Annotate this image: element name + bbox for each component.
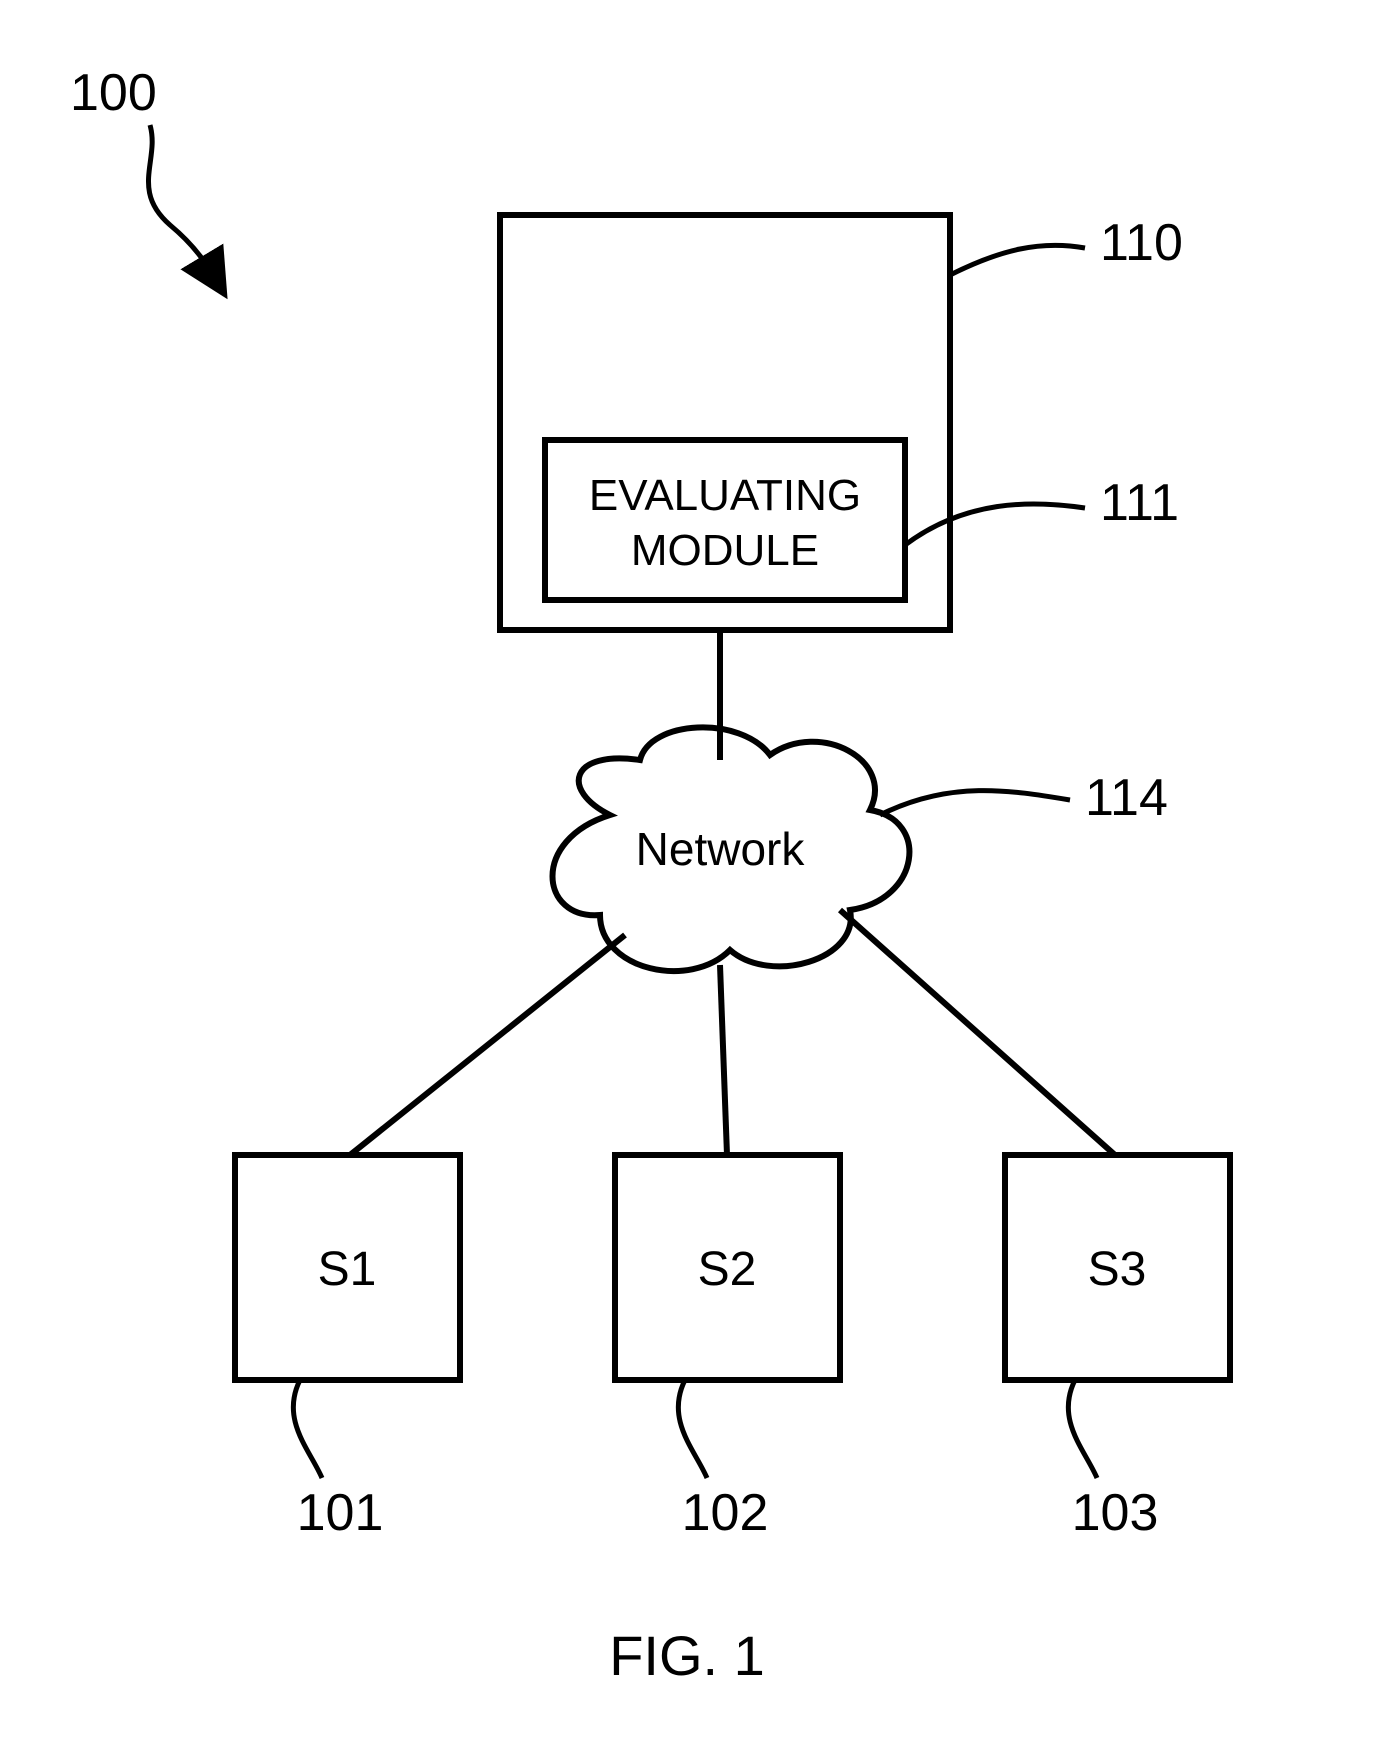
node-s3-label: S3 xyxy=(1088,1243,1147,1296)
edge-network-to-s3 xyxy=(840,910,1115,1155)
evaluating-module-label-line1: EVALUATING xyxy=(589,471,861,520)
figure-label: FIG. 1 xyxy=(609,1624,765,1687)
ref-label-110: 110 xyxy=(1100,214,1183,272)
ref-lead-103 xyxy=(1068,1380,1097,1478)
ref-arrow-100 xyxy=(148,125,225,295)
ref-lead-101 xyxy=(293,1380,322,1478)
ref-label-100: 100 xyxy=(70,64,157,122)
ref-lead-110 xyxy=(950,245,1085,275)
diagram-canvas: EVALUATING MODULE Network S1 S2 S3 100 1… xyxy=(0,0,1375,1740)
ref-label-111: 111 xyxy=(1100,474,1179,532)
ref-label-101: 101 xyxy=(297,1484,384,1542)
ref-lead-102 xyxy=(678,1380,707,1478)
evaluating-module-box xyxy=(545,440,905,600)
edge-network-to-s2 xyxy=(720,965,727,1155)
node-s2-label: S2 xyxy=(698,1243,757,1296)
ref-label-103: 103 xyxy=(1072,1484,1159,1542)
node-s1-label: S1 xyxy=(318,1243,377,1296)
ref-lead-114 xyxy=(880,791,1070,815)
ref-label-102: 102 xyxy=(682,1484,769,1542)
evaluating-module-label-line2: MODULE xyxy=(631,526,819,575)
edge-network-to-s1 xyxy=(350,935,625,1155)
ref-label-114: 114 xyxy=(1085,769,1168,827)
network-label: Network xyxy=(636,823,806,875)
